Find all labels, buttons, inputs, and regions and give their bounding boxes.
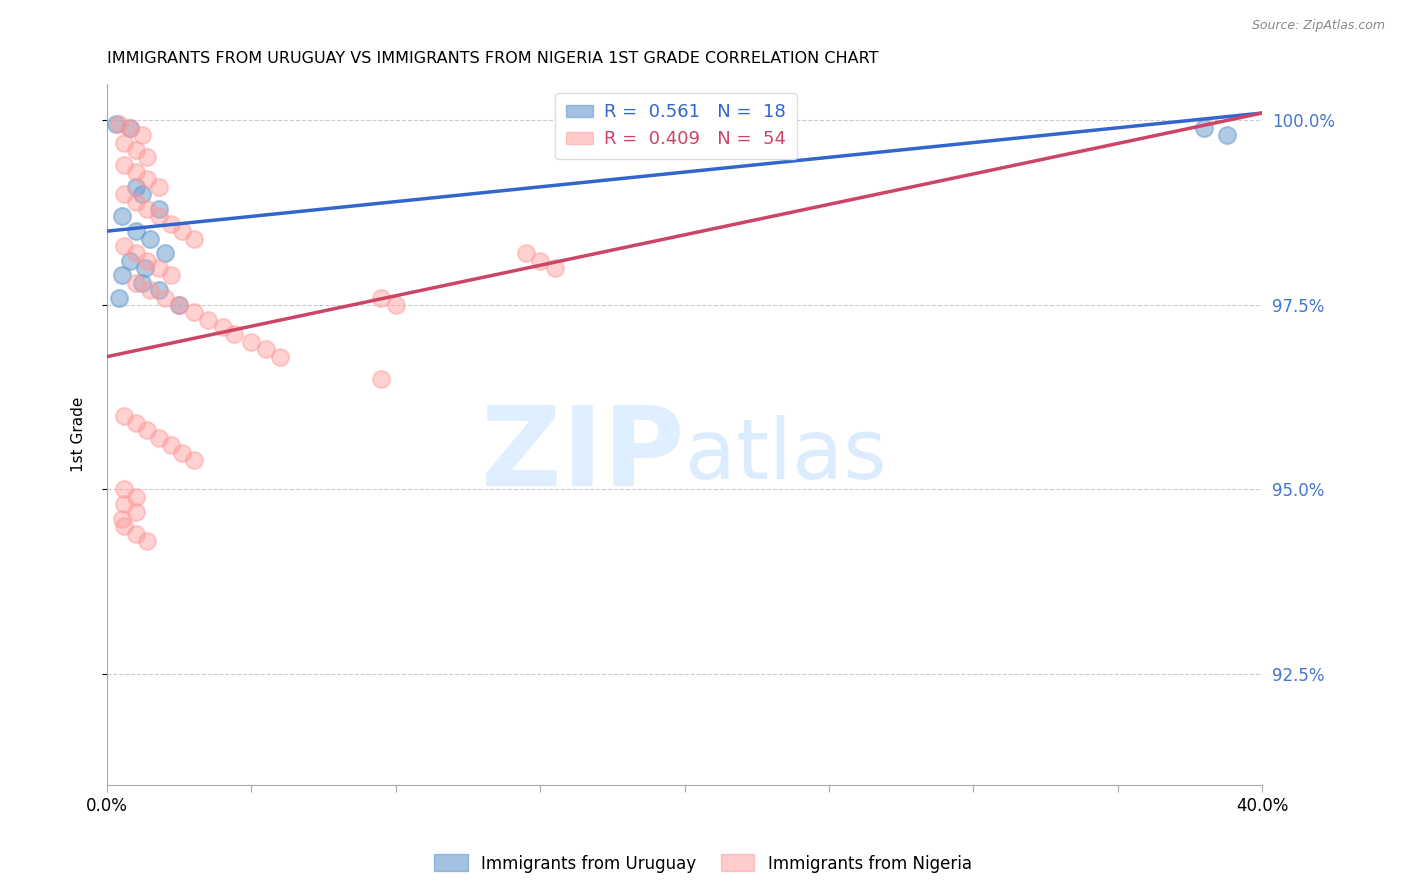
Point: [125, 246, 148, 260]
Point: [112, 497, 135, 511]
Point: [125, 490, 148, 504]
Point: [148, 283, 170, 297]
Text: atlas: atlas: [685, 415, 886, 496]
Text: IMMIGRANTS FROM URUGUAY VS IMMIGRANTS FROM NIGERIA 1ST GRADE CORRELATION CHART: IMMIGRANTS FROM URUGUAY VS IMMIGRANTS FR…: [107, 51, 879, 66]
Point: [125, 276, 148, 290]
Point: [148, 431, 170, 445]
Point: [125, 179, 148, 194]
Point: [125, 416, 148, 430]
Point: [136, 253, 159, 268]
Point: [172, 224, 194, 238]
Point: [112, 409, 135, 423]
Point: [136, 172, 159, 186]
Point: [543, 261, 565, 276]
Point: [110, 210, 132, 224]
Point: [153, 246, 176, 260]
Point: [515, 246, 537, 260]
Point: [148, 202, 170, 216]
Point: [167, 298, 190, 312]
Point: [148, 179, 170, 194]
Point: [112, 239, 135, 253]
Point: [125, 143, 148, 157]
Point: [112, 483, 135, 497]
Point: [183, 231, 205, 245]
Point: [120, 120, 142, 135]
Point: [269, 350, 291, 364]
Point: [104, 117, 127, 131]
Point: [224, 327, 246, 342]
Point: [112, 187, 135, 202]
Point: [134, 261, 156, 276]
Text: Source: ZipAtlas.com: Source: ZipAtlas.com: [1251, 19, 1385, 31]
Point: [159, 438, 181, 452]
Legend: Immigrants from Uruguay, Immigrants from Nigeria: Immigrants from Uruguay, Immigrants from…: [427, 847, 979, 880]
Point: [112, 519, 135, 533]
Point: [148, 210, 170, 224]
Point: [125, 505, 148, 519]
Point: [136, 150, 159, 164]
Y-axis label: 1st Grade: 1st Grade: [72, 396, 86, 472]
Point: [112, 158, 135, 172]
Point: [136, 424, 159, 438]
Point: [110, 512, 132, 526]
Point: [167, 298, 190, 312]
Point: [131, 128, 153, 143]
Point: [183, 453, 205, 467]
Point: [125, 224, 148, 238]
Point: [172, 445, 194, 459]
Point: [110, 268, 132, 283]
Point: [159, 268, 181, 283]
Point: [125, 165, 148, 179]
Point: [112, 136, 135, 150]
Point: [1194, 120, 1216, 135]
Point: [197, 312, 219, 326]
Point: [136, 202, 159, 216]
Point: [240, 334, 263, 349]
Point: [136, 534, 159, 549]
Point: [131, 187, 153, 202]
Point: [139, 283, 162, 297]
Point: [370, 372, 392, 386]
Point: [370, 291, 392, 305]
Point: [159, 217, 181, 231]
Point: [153, 291, 176, 305]
Point: [107, 291, 129, 305]
Point: [120, 120, 142, 135]
Point: [1216, 128, 1239, 143]
Point: [125, 526, 148, 541]
Point: [120, 253, 142, 268]
Point: [107, 117, 129, 131]
Point: [148, 261, 170, 276]
Point: [183, 305, 205, 319]
Point: [254, 343, 277, 357]
Point: [385, 298, 408, 312]
Point: [131, 276, 153, 290]
Point: [125, 194, 148, 209]
Point: [529, 253, 551, 268]
Legend: R =  0.561   N =  18, R =  0.409   N =  54: R = 0.561 N = 18, R = 0.409 N = 54: [555, 93, 797, 160]
Point: [139, 231, 162, 245]
Point: [211, 320, 233, 334]
Text: ZIP: ZIP: [481, 401, 685, 508]
